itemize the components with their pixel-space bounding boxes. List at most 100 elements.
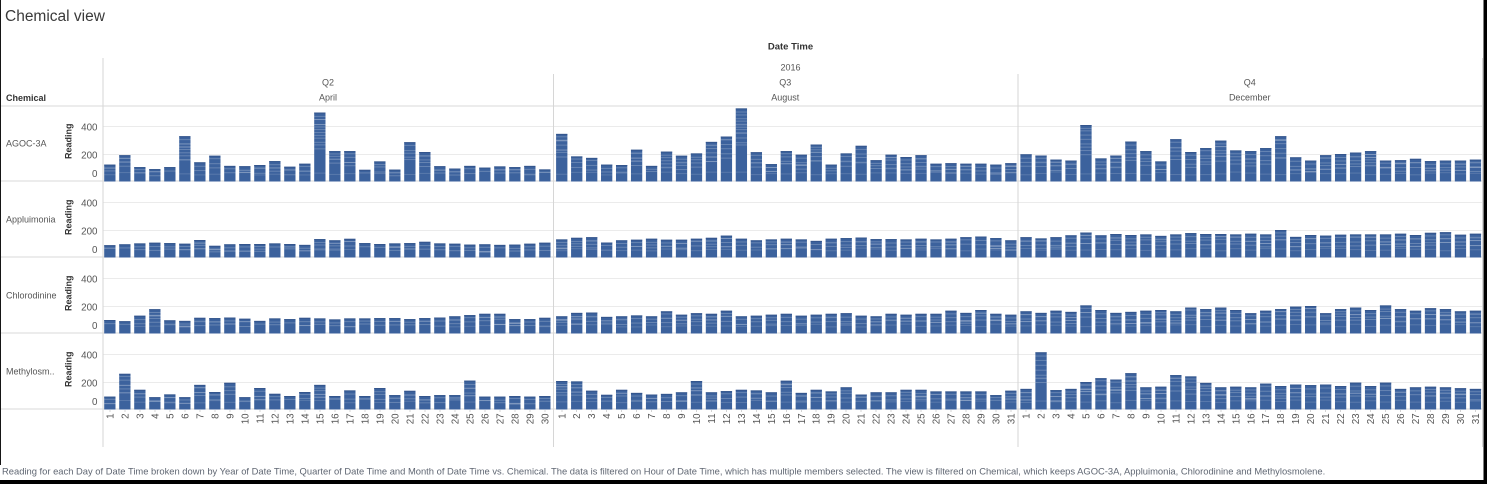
svg-text:400: 400	[81, 351, 98, 362]
svg-text:10: 10	[692, 413, 703, 424]
svg-text:9: 9	[677, 413, 688, 418]
svg-text:Reading for each Day of Date T: Reading for each Day of Date Time broken…	[2, 465, 1325, 476]
svg-text:24: 24	[1366, 413, 1377, 424]
svg-text:21: 21	[1321, 413, 1332, 424]
svg-text:10: 10	[240, 413, 251, 424]
svg-text:14: 14	[1216, 413, 1227, 424]
svg-text:8: 8	[1126, 413, 1137, 419]
svg-text:5: 5	[617, 413, 628, 419]
svg-text:2: 2	[1037, 413, 1048, 418]
svg-text:19: 19	[1291, 413, 1302, 424]
svg-text:28: 28	[510, 413, 521, 424]
svg-text:200: 200	[81, 378, 98, 389]
svg-text:3: 3	[135, 413, 146, 419]
svg-text:Reading: Reading	[64, 276, 74, 312]
svg-text:12: 12	[722, 413, 733, 424]
svg-text:Reading: Reading	[64, 124, 74, 160]
svg-text:16: 16	[782, 413, 793, 424]
svg-text:August: August	[771, 93, 800, 103]
svg-text:30: 30	[991, 413, 1002, 424]
svg-text:400: 400	[81, 275, 98, 286]
svg-text:28: 28	[1426, 413, 1437, 424]
svg-text:25: 25	[917, 413, 928, 424]
svg-text:29: 29	[525, 413, 536, 424]
svg-text:7: 7	[1111, 413, 1122, 418]
svg-text:8: 8	[662, 413, 673, 419]
svg-text:0: 0	[92, 321, 98, 332]
svg-text:20: 20	[1306, 413, 1317, 424]
svg-text:5: 5	[1081, 413, 1092, 419]
svg-text:0: 0	[92, 169, 98, 180]
svg-text:30: 30	[1456, 413, 1467, 424]
svg-text:21: 21	[857, 413, 868, 424]
svg-text:26: 26	[480, 413, 491, 424]
svg-text:7: 7	[647, 413, 658, 418]
svg-text:15: 15	[1231, 413, 1242, 424]
svg-text:11: 11	[1171, 413, 1182, 423]
svg-text:11: 11	[707, 413, 718, 423]
svg-text:18: 18	[1276, 413, 1287, 424]
svg-text:17: 17	[1261, 413, 1272, 424]
svg-text:Chemical: Chemical	[6, 93, 46, 103]
svg-text:15: 15	[315, 413, 326, 424]
svg-text:Chlorodinine: Chlorodinine	[6, 291, 57, 301]
svg-text:13: 13	[1201, 413, 1212, 424]
svg-text:2: 2	[120, 413, 131, 418]
svg-text:20: 20	[390, 413, 401, 424]
svg-text:6: 6	[180, 413, 191, 419]
svg-text:17: 17	[345, 413, 356, 424]
svg-text:13: 13	[285, 413, 296, 424]
svg-text:Q3: Q3	[779, 77, 791, 87]
svg-text:26: 26	[932, 413, 943, 424]
svg-text:11: 11	[255, 413, 266, 423]
svg-text:13: 13	[737, 413, 748, 424]
svg-text:24: 24	[450, 413, 461, 424]
svg-text:400: 400	[81, 123, 98, 134]
svg-text:29: 29	[976, 413, 987, 424]
svg-text:16: 16	[330, 413, 341, 424]
svg-text:December: December	[1229, 93, 1271, 103]
svg-text:9: 9	[225, 413, 236, 418]
svg-text:7: 7	[195, 413, 206, 418]
svg-text:26: 26	[1396, 413, 1407, 424]
svg-text:6: 6	[632, 413, 643, 419]
svg-text:23: 23	[887, 413, 898, 424]
svg-text:14: 14	[752, 413, 763, 424]
svg-text:4: 4	[150, 413, 161, 419]
svg-text:29: 29	[1441, 413, 1452, 424]
svg-text:22: 22	[872, 413, 883, 424]
svg-text:10: 10	[1156, 413, 1167, 424]
svg-text:1: 1	[1022, 413, 1033, 418]
svg-text:April: April	[319, 93, 337, 103]
svg-text:Q4: Q4	[1244, 77, 1256, 87]
svg-text:22: 22	[420, 413, 431, 424]
svg-text:400: 400	[81, 199, 98, 210]
svg-text:AGOC-3A: AGOC-3A	[6, 139, 47, 149]
svg-text:0: 0	[92, 397, 98, 408]
svg-text:3: 3	[1052, 413, 1063, 419]
svg-text:200: 200	[81, 226, 98, 237]
svg-text:31: 31	[1471, 413, 1482, 424]
svg-text:31: 31	[1006, 413, 1017, 424]
svg-text:2: 2	[572, 413, 583, 418]
svg-text:Chemical view: Chemical view	[5, 8, 106, 25]
svg-text:1: 1	[105, 413, 116, 418]
svg-text:Q2: Q2	[322, 77, 334, 87]
svg-text:0: 0	[92, 245, 98, 256]
svg-text:Date Time: Date Time	[768, 42, 813, 53]
svg-text:2016: 2016	[780, 63, 800, 73]
svg-text:19: 19	[827, 413, 838, 424]
svg-text:21: 21	[405, 413, 416, 424]
svg-text:16: 16	[1246, 413, 1257, 424]
svg-text:Methylosm..: Methylosm..	[6, 367, 55, 377]
svg-text:200: 200	[81, 150, 98, 161]
svg-text:27: 27	[495, 413, 506, 424]
svg-text:9: 9	[1141, 413, 1152, 418]
svg-text:12: 12	[1186, 413, 1197, 424]
svg-text:15: 15	[767, 413, 778, 424]
svg-text:20: 20	[842, 413, 853, 424]
svg-text:8: 8	[210, 413, 221, 419]
svg-text:4: 4	[1066, 413, 1077, 419]
svg-text:5: 5	[165, 413, 176, 419]
svg-text:23: 23	[435, 413, 446, 424]
